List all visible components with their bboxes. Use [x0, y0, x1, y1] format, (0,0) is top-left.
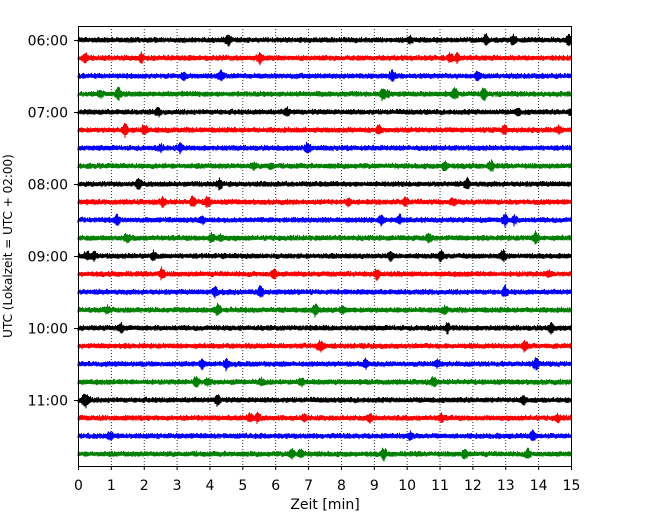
y-tick-label: 10:00	[28, 322, 68, 338]
trace-0700	[77, 106, 572, 118]
x-tick-label: 12	[464, 478, 482, 494]
trace-1145	[77, 447, 572, 462]
y-tick-label: 09:00	[28, 250, 68, 266]
trace-0945	[77, 303, 572, 318]
trace-0730	[77, 141, 572, 155]
x-tick-label: 1	[107, 478, 116, 494]
trace-1115	[77, 411, 572, 424]
trace-0845	[77, 230, 572, 245]
plot-frame	[78, 26, 572, 467]
y-tick-label: 08:00	[28, 178, 68, 194]
x-tick-label: 7	[304, 478, 313, 494]
x-tick-label: 15	[563, 478, 581, 494]
x-tick-label: 5	[238, 478, 247, 494]
trace-0930	[77, 284, 572, 299]
x-tick-label: 8	[337, 478, 346, 494]
y-axis-title: UTC (Lokalzeit = UTC + 02:00)	[1, 154, 15, 338]
trace-0830	[77, 213, 572, 228]
y-tick-label: 07:00	[28, 106, 68, 122]
trace-1130	[77, 429, 572, 441]
trace-0745	[77, 159, 572, 172]
x-tick-label: 13	[497, 478, 515, 494]
y-tick-label: 11:00	[28, 394, 68, 410]
x-tick-label: 14	[530, 478, 548, 494]
x-axis: 0 1 2 3 4 5 6 7 8 9 10 11 12 13 14 15	[74, 466, 580, 494]
y-axis: 06:00 07:00 08:00 09:00 10:00 11:00	[28, 34, 78, 410]
trace-0630	[77, 69, 572, 82]
x-tick-label: 9	[370, 478, 379, 494]
x-tick-label: 2	[140, 478, 149, 494]
x-tick-label: 6	[271, 478, 280, 494]
trace-1100	[77, 393, 572, 409]
trace-1000	[77, 321, 572, 335]
x-tick-label: 11	[431, 478, 449, 494]
trace-0800	[77, 176, 572, 191]
x-tick-label: 4	[206, 478, 215, 494]
x-axis-title: Zeit [min]	[290, 497, 359, 513]
x-tick-label: 10	[398, 478, 416, 494]
grid-lines	[110, 26, 540, 466]
trace-0915	[77, 266, 572, 281]
trace-0600	[77, 33, 572, 47]
trace-0645	[77, 86, 572, 102]
trace-0815	[77, 195, 572, 209]
trace-1015	[77, 339, 572, 353]
y-tick-label: 06:00	[28, 34, 68, 50]
x-tick-label: 0	[74, 478, 83, 494]
trace-0615	[77, 51, 572, 66]
trace-1045	[77, 376, 572, 388]
trace-group	[77, 33, 572, 462]
trace-1030	[77, 357, 572, 372]
trace-0900	[77, 248, 572, 263]
x-tick-label: 3	[173, 478, 182, 494]
trace-0715	[77, 123, 572, 139]
